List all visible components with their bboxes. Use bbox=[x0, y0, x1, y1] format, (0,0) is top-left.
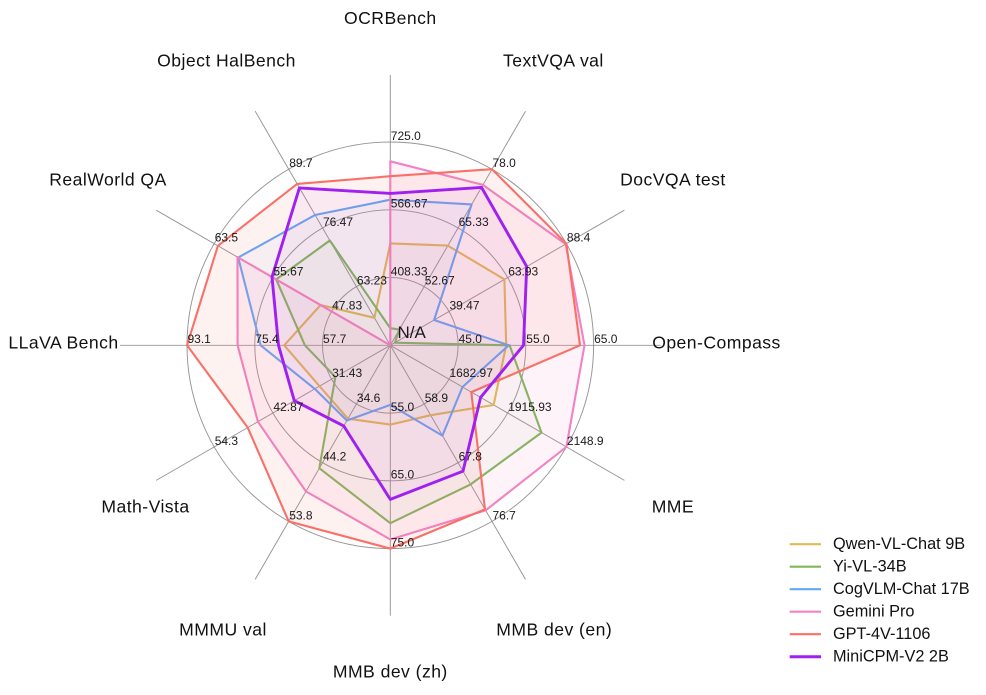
svg-text:54.3: 54.3 bbox=[215, 434, 239, 448]
svg-text:Open-Compass: Open-Compass bbox=[652, 333, 781, 353]
svg-text:76.47: 76.47 bbox=[323, 215, 353, 229]
svg-text:63.5: 63.5 bbox=[215, 231, 239, 245]
svg-text:58.9: 58.9 bbox=[425, 391, 449, 405]
svg-text:MME: MME bbox=[652, 497, 694, 517]
svg-text:GPT-4V-1106: GPT-4V-1106 bbox=[833, 625, 930, 643]
svg-text:55.67: 55.67 bbox=[273, 264, 303, 278]
svg-text:Math-Vista: Math-Vista bbox=[101, 497, 189, 517]
svg-text:N/A: N/A bbox=[398, 323, 427, 342]
svg-text:44.2: 44.2 bbox=[323, 450, 347, 464]
svg-text:Object HalBench: Object HalBench bbox=[157, 50, 296, 70]
svg-text:47.83: 47.83 bbox=[332, 298, 362, 312]
svg-text:566.67: 566.67 bbox=[391, 197, 428, 211]
svg-text:65.33: 65.33 bbox=[459, 215, 489, 229]
svg-text:67.8: 67.8 bbox=[459, 450, 483, 464]
svg-text:42.87: 42.87 bbox=[273, 400, 303, 414]
svg-text:93.1: 93.1 bbox=[188, 332, 212, 346]
svg-text:88.4: 88.4 bbox=[567, 231, 591, 245]
svg-text:MMB dev (zh): MMB dev (zh) bbox=[333, 661, 448, 681]
svg-text:31.43: 31.43 bbox=[332, 366, 362, 380]
svg-text:MiniCPM-V2 2B: MiniCPM-V2 2B bbox=[833, 648, 949, 666]
svg-text:34.6: 34.6 bbox=[357, 391, 381, 405]
svg-text:65.0: 65.0 bbox=[391, 468, 415, 482]
svg-text:76.7: 76.7 bbox=[493, 508, 517, 522]
svg-text:55.0: 55.0 bbox=[526, 332, 550, 346]
svg-text:55.0: 55.0 bbox=[391, 400, 415, 414]
svg-text:1682.97: 1682.97 bbox=[450, 366, 494, 380]
svg-text:2148.9: 2148.9 bbox=[567, 434, 604, 448]
svg-text:52.67: 52.67 bbox=[425, 274, 455, 288]
svg-text:63.23: 63.23 bbox=[357, 274, 387, 288]
svg-text:Qwen-VL-Chat 9B: Qwen-VL-Chat 9B bbox=[833, 535, 965, 553]
svg-text:408.33: 408.33 bbox=[391, 264, 428, 278]
svg-text:65.0: 65.0 bbox=[594, 332, 618, 346]
svg-text:DocVQA test: DocVQA test bbox=[620, 170, 726, 190]
svg-text:39.47: 39.47 bbox=[450, 298, 480, 312]
svg-text:89.7: 89.7 bbox=[289, 156, 313, 170]
svg-text:TextVQA val: TextVQA val bbox=[503, 50, 604, 70]
svg-text:78.0: 78.0 bbox=[493, 156, 517, 170]
svg-text:63.93: 63.93 bbox=[508, 264, 538, 278]
svg-text:45.0: 45.0 bbox=[459, 332, 483, 346]
svg-text:OCRBench: OCRBench bbox=[344, 8, 437, 28]
svg-text:CogVLM-Chat 17B: CogVLM-Chat 17B bbox=[833, 580, 970, 598]
svg-text:725.0: 725.0 bbox=[391, 129, 421, 143]
svg-text:LLaVA Bench: LLaVA Bench bbox=[8, 333, 118, 353]
svg-text:RealWorld QA: RealWorld QA bbox=[49, 170, 167, 190]
svg-text:MMMU val: MMMU val bbox=[179, 620, 267, 640]
svg-text:57.7: 57.7 bbox=[323, 332, 347, 346]
svg-text:75.4: 75.4 bbox=[255, 332, 279, 346]
svg-text:MMB dev (en): MMB dev (en) bbox=[496, 620, 612, 640]
svg-text:75.0: 75.0 bbox=[391, 536, 415, 550]
svg-text:Yi-VL-34B: Yi-VL-34B bbox=[833, 558, 907, 576]
svg-text:1915.93: 1915.93 bbox=[508, 400, 552, 414]
svg-text:Gemini Pro: Gemini Pro bbox=[833, 603, 914, 621]
svg-text:53.8: 53.8 bbox=[289, 508, 313, 522]
